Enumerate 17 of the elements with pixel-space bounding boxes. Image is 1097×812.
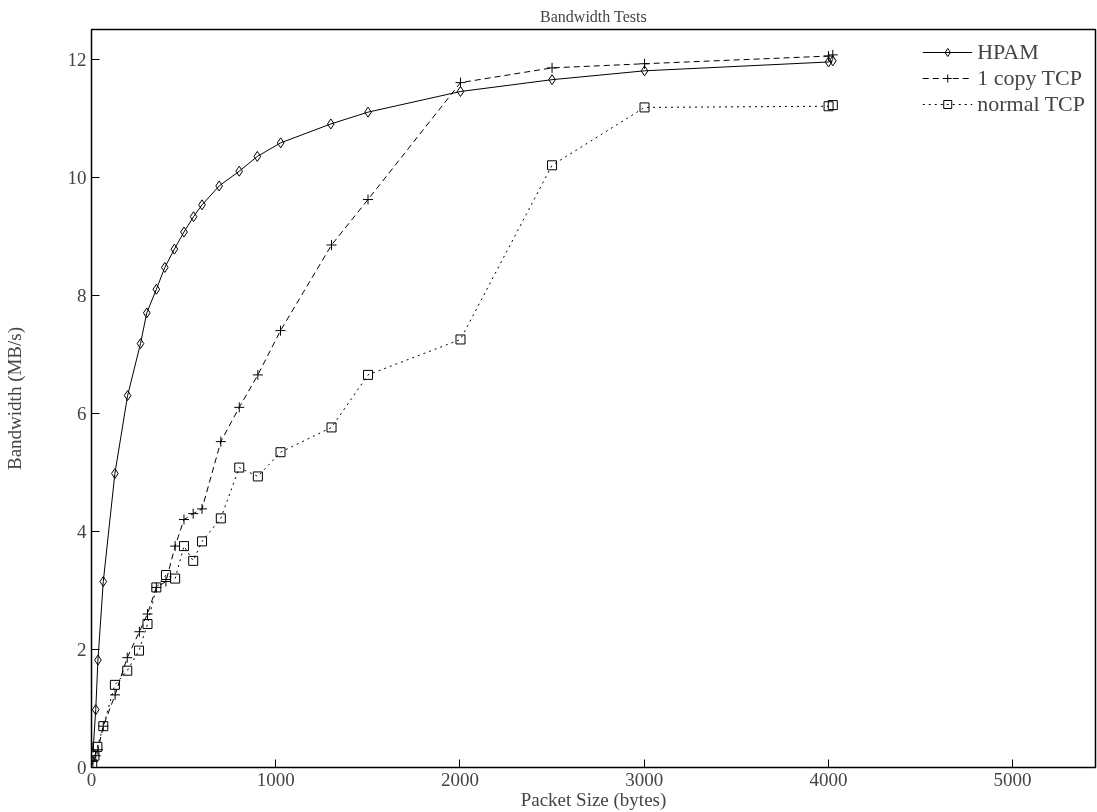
y-tick-label: 8 [77, 284, 87, 306]
x-axis-title: Packet Size (bytes) [520, 788, 667, 811]
x-tick-label: 4000 [809, 768, 848, 790]
legend-label: 1 copy TCP [977, 65, 1082, 91]
y-tick-label: 2 [77, 638, 87, 660]
y-tick-label: 4 [77, 520, 87, 542]
y-axis-title: Bandwidth (MB/s) [3, 326, 26, 471]
x-tick-label: 1000 [256, 768, 295, 790]
x-tick-label: 3000 [625, 768, 664, 790]
legend-label: HPAM [977, 39, 1039, 65]
y-tick-label: 12 [67, 48, 87, 70]
x-tick-label: 5000 [993, 768, 1032, 790]
y-tick-label: 6 [77, 402, 87, 424]
chart-title: Bandwidth Tests [540, 7, 647, 25]
x-tick-label: 2000 [440, 768, 479, 790]
y-tick-label: 10 [67, 166, 87, 188]
legend-label: normal TCP [977, 91, 1085, 117]
